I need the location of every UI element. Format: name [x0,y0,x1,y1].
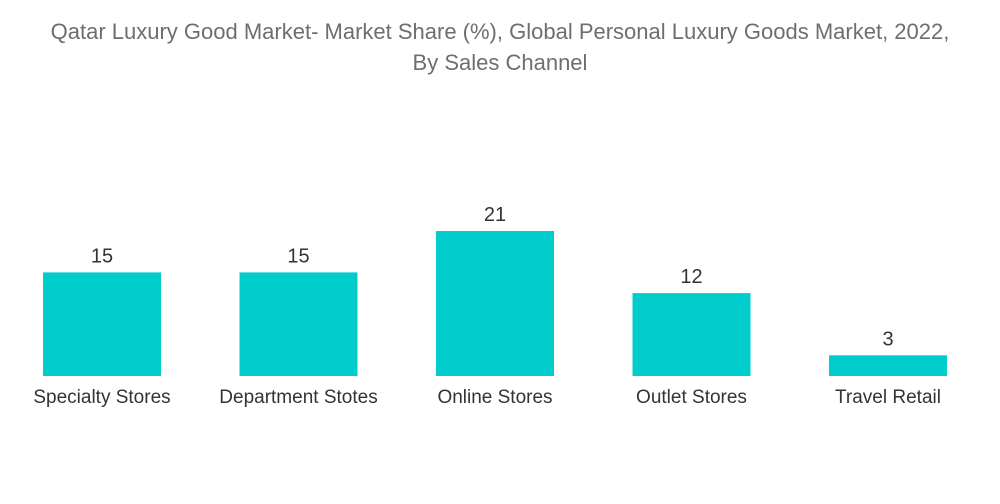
value-label-1: 15 [287,245,309,267]
category-labels-layer: Specialty Stores Department Stotes Online … [33,387,941,408]
bars-layer [43,231,947,376]
bar-0 [43,272,161,376]
value-label-0: 15 [91,245,113,267]
category-label-1: Department Stotes [219,387,377,408]
value-label-2: 21 [484,204,506,226]
bar-2 [436,231,554,376]
category-label-4: Travel Retail [835,387,941,408]
category-label-3: Outlet Stores [636,387,747,408]
value-label-4: 3 [882,328,893,350]
value-label-3: 12 [680,266,702,288]
category-label-0: Specialty Stores [33,387,170,408]
bar-3 [633,293,751,376]
bar-4 [829,355,947,376]
bar-1 [240,272,358,376]
category-label-2: Online Stores [437,387,552,408]
